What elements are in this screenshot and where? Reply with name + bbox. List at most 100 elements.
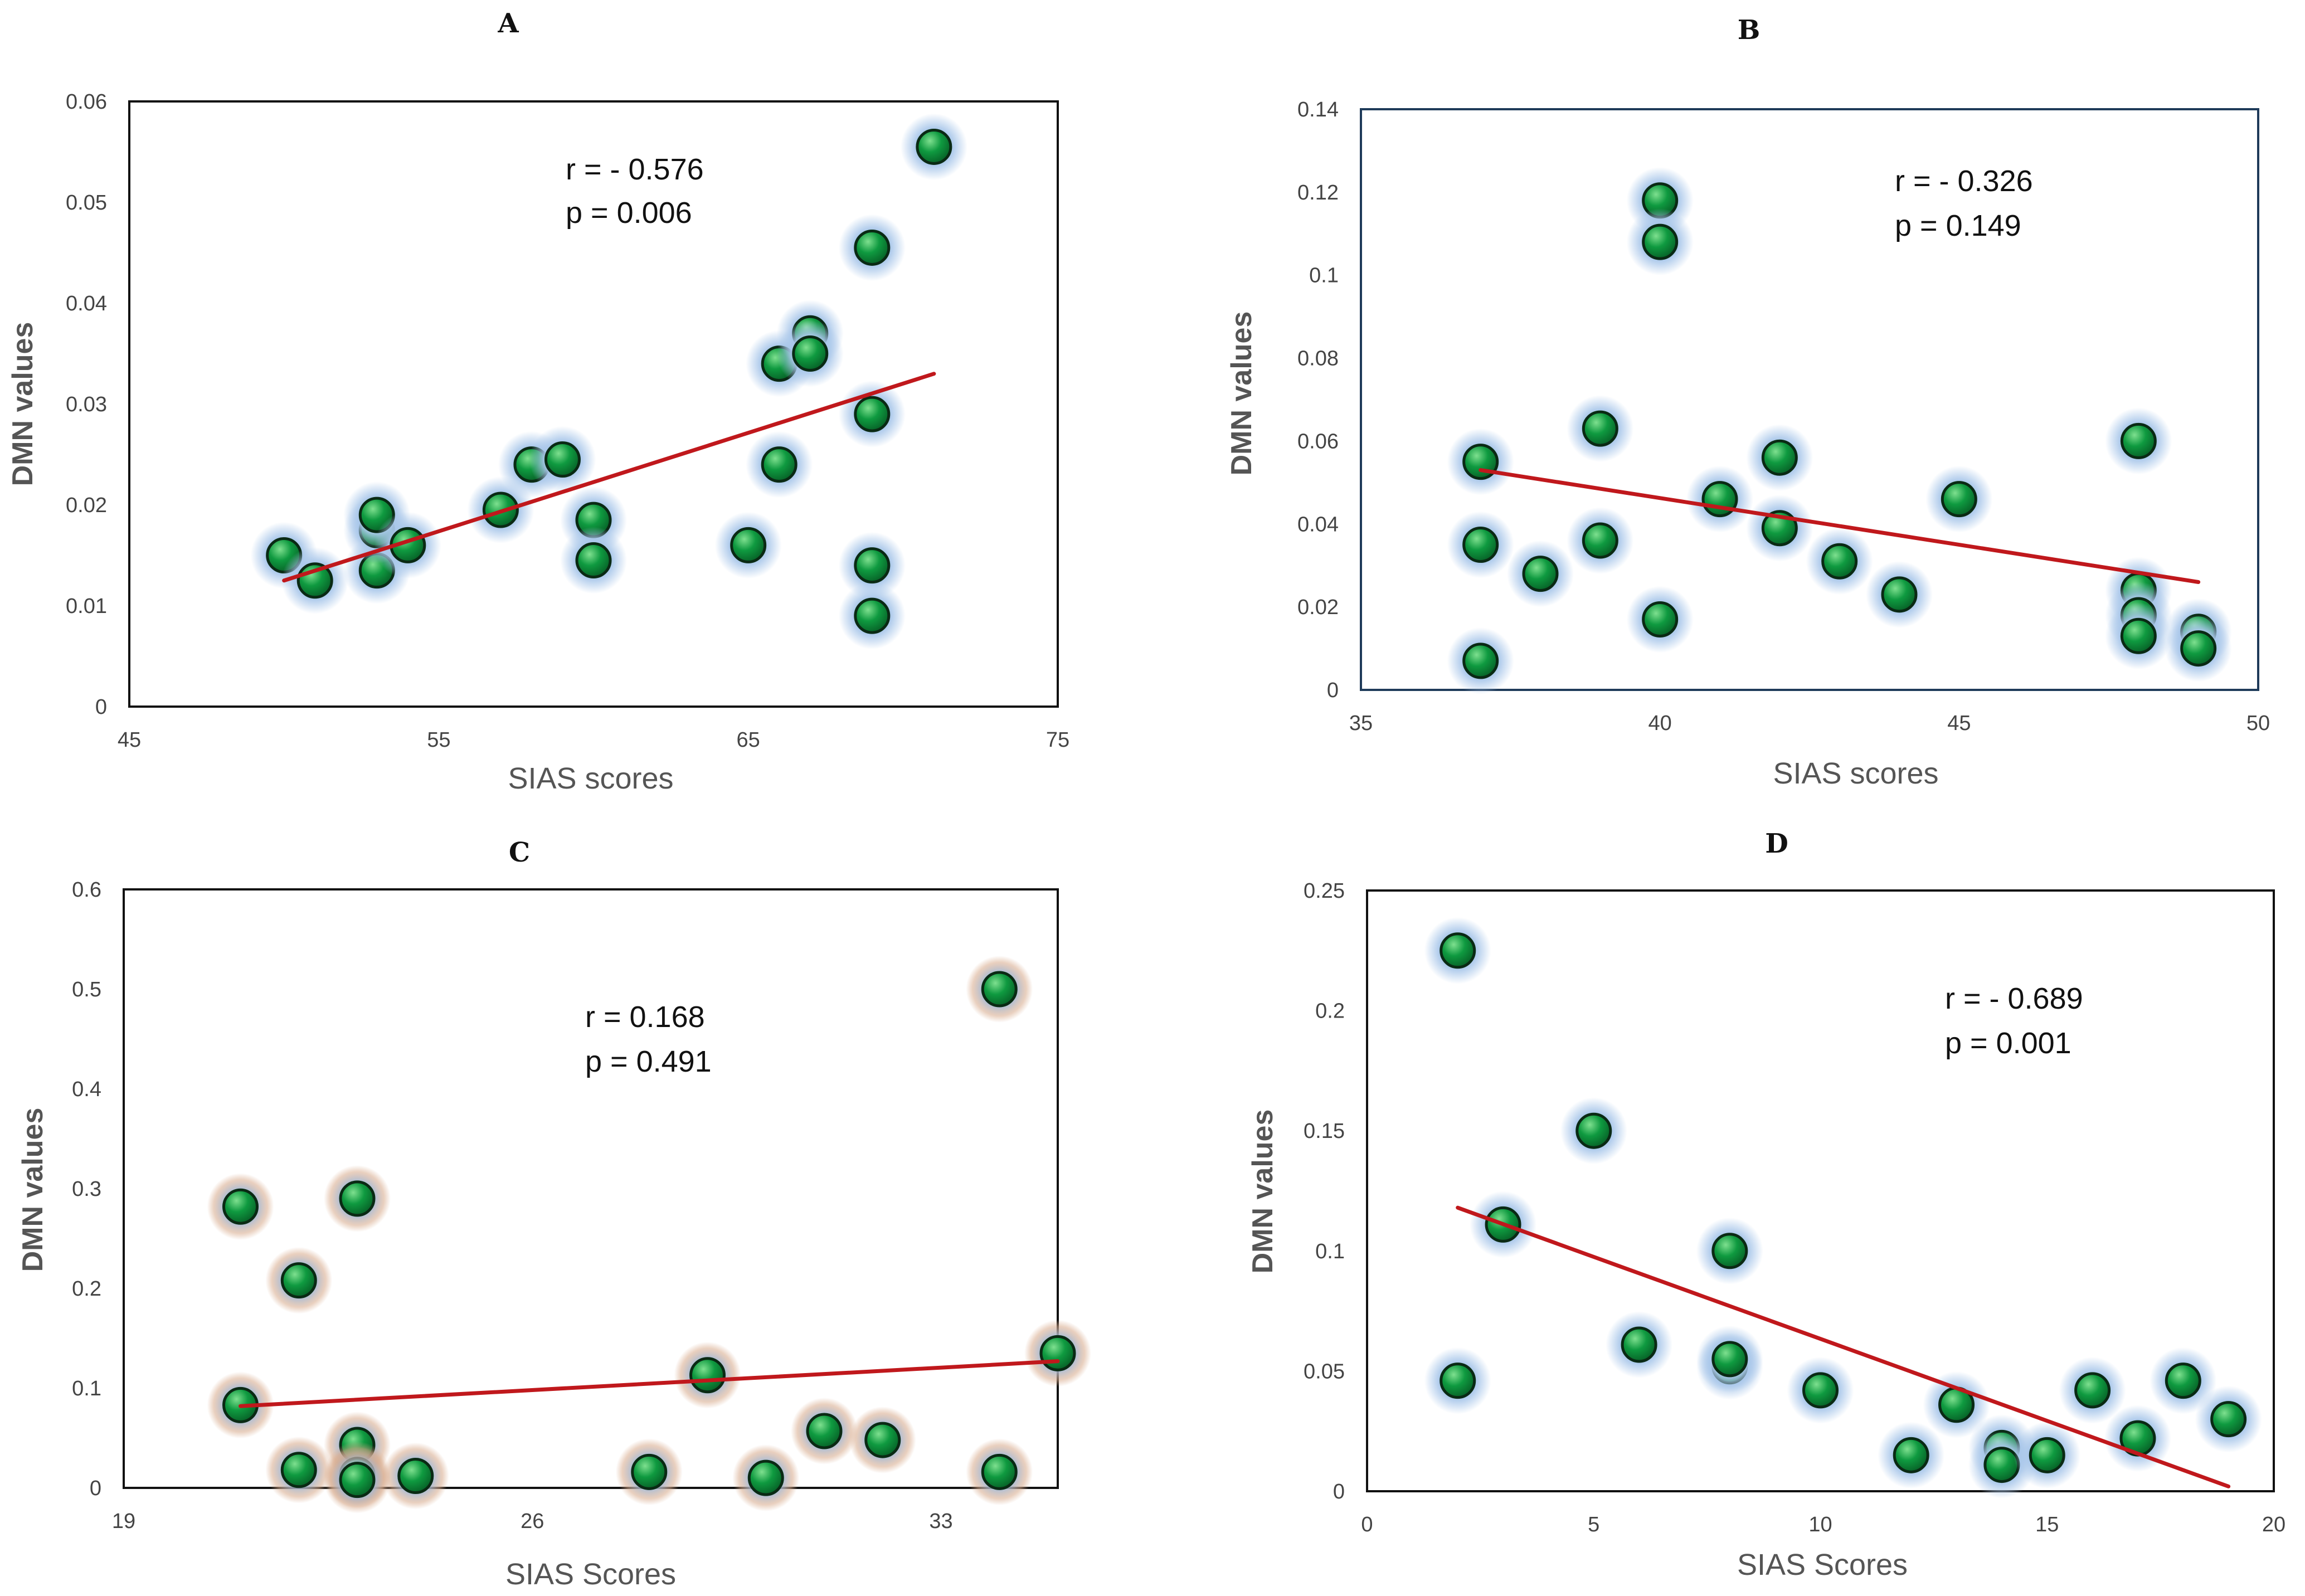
y-tick-label: 0 [95,695,107,719]
y-tick-label: 0.1 [1315,1240,1345,1263]
data-point [1878,1422,1945,1489]
data-point [2195,1385,2262,1453]
x-tick-label: 50 [2246,712,2270,735]
panel-d: D 0 0.05 0.1 0.15 0.2 0.25 0 5 10 15 20 SIAS Scores D… [1247,828,2285,1582]
data-point [1746,424,1813,492]
y-tick-label: 0.05 [66,191,107,215]
y-tick-label: 0.06 [1297,430,1339,453]
plot-area [128,100,1059,708]
data-point [900,113,967,181]
y-tick-label: 0.15 [1304,1120,1345,1143]
data-point [746,431,813,498]
data-point [324,1446,391,1514]
data-point [1696,1217,1763,1284]
data-point [838,381,906,448]
data-point [1686,465,1753,533]
y-axis-title: DMN values [1247,1110,1279,1274]
y-tick-label: 0.4 [72,1078,101,1101]
x-tick-label: 65 [737,728,760,752]
x-axis-title: SIAS Scores [1737,1548,1908,1582]
data-point [1507,540,1574,607]
data-point [2165,615,2232,682]
data-point [776,320,844,387]
data-point [849,1407,916,1474]
data-point [732,1444,800,1512]
x-tick-label: 45 [118,728,141,752]
panel-c: C 0 0.1 0.2 0.3 0.4 0.5 0.6 19 26 33 SIAS Scores DMN… [17,837,1091,1591]
data-point [265,1436,333,1503]
x-tick-label: 15 [2035,1513,2059,1536]
data-point [2014,1422,2081,1489]
x-tick-label: 35 [1349,712,1373,735]
correlation-p: p = 0.491 [585,1045,712,1078]
x-axis-title: SIAS scores [508,762,673,795]
x-tick-label: 20 [2262,1513,2285,1536]
x-tick-label: 19 [112,1510,135,1533]
x-tick-label: 33 [929,1510,952,1533]
x-tick-label: 45 [1947,712,1971,735]
panel-letter: C [509,837,530,868]
x-tick-label: 10 [1808,1513,1832,1536]
data-point [529,426,596,493]
data-point [674,1341,741,1409]
y-tick-label: 0 [90,1477,101,1500]
correlation-p: p = 0.149 [1895,209,2021,242]
data-point [1567,507,1634,575]
correlation-p: p = 0.001 [1945,1026,2071,1060]
correlation-p: p = 0.006 [566,196,692,230]
x-tick-label: 55 [427,728,450,752]
data-point [838,582,906,650]
y-tick-label: 0.2 [1315,1000,1345,1023]
data-point [374,512,441,579]
x-tick-label: 0 [1361,1513,1373,1536]
panel-letter: B [1738,14,1761,46]
data-point [1626,586,1694,653]
y-tick-label: 0.5 [72,978,101,1001]
y-tick-label: 0.1 [72,1377,101,1400]
data-point [560,527,627,594]
y-tick-label: 0.3 [72,1177,101,1201]
x-axis-title: SIAS Scores [505,1558,676,1591]
data-point [1806,528,1873,595]
data-point [791,1397,858,1464]
y-tick-label: 0.25 [1304,879,1345,903]
panel-letter: A [497,8,519,39]
data-point [1567,395,1634,463]
y-tick-label: 0.03 [66,393,107,416]
x-tick-label: 40 [1648,712,1672,735]
data-point [2104,1405,2171,1472]
correlation-r: r = - 0.576 [566,153,704,186]
data-point [2105,602,2172,670]
data-point [2150,1347,2217,1414]
data-point [1424,1347,1491,1414]
x-tick-label: 75 [1046,728,1069,752]
x-tick-label: 26 [521,1510,544,1533]
data-point [207,1173,274,1240]
panel-b: B 0 0.02 0.04 0.06 0.08 0.1 0.12 0.14 35 40 45 50 SIA… [1226,14,2270,790]
y-tick-label: 0.12 [1297,181,1339,205]
data-point [714,512,782,579]
y-tick-label: 0.06 [66,90,107,114]
data-point [966,956,1033,1023]
data-point [1626,208,1694,276]
data-point [1024,1320,1091,1387]
y-tick-label: 0.02 [1297,596,1339,619]
y-tick-label: 0.05 [1304,1360,1345,1383]
data-point [2105,407,2172,475]
x-axis-title: SIAS scores [1773,757,1938,790]
data-point [1447,428,1514,495]
x-tick-label: 5 [1588,1513,1599,1536]
correlation-r: r = - 0.689 [1945,982,2083,1015]
data-point [1447,511,1514,578]
data-point [281,547,349,614]
data-point [1787,1356,1854,1424]
y-tick-label: 0 [1333,1480,1345,1503]
y-tick-label: 0.04 [66,292,107,315]
data-point [1923,1371,1990,1438]
trend-line [239,1359,1060,1408]
data-point [324,1165,391,1232]
data-point [1447,627,1514,694]
y-tick-label: 0.1 [1309,264,1339,288]
data-point [1606,1311,1673,1378]
panel-letter: D [1765,828,1788,859]
